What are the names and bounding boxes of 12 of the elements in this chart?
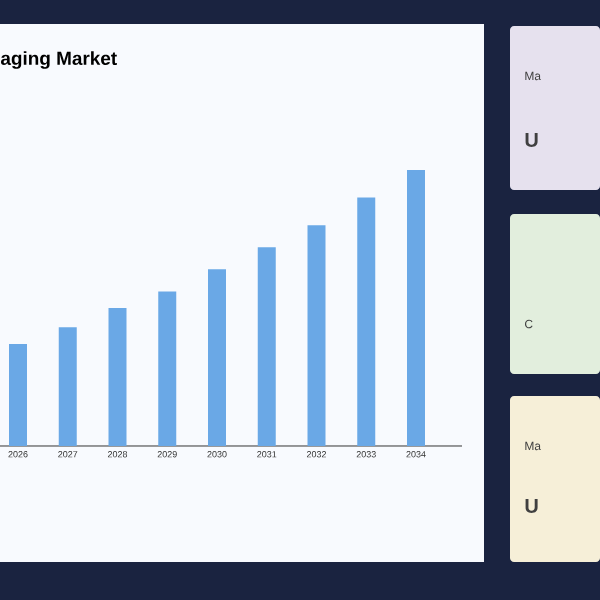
bar bbox=[407, 170, 425, 446]
bar bbox=[357, 197, 376, 446]
bar bbox=[257, 247, 276, 446]
bar bbox=[9, 343, 27, 446]
text: U bbox=[525, 133, 538, 147]
bar bbox=[108, 308, 127, 446]
text: U bbox=[525, 499, 538, 513]
chart-title: aging Market bbox=[0, 51, 117, 69]
bar bbox=[58, 327, 77, 446]
bar bbox=[208, 269, 226, 446]
bar bbox=[307, 225, 326, 446]
bar bbox=[158, 291, 177, 446]
